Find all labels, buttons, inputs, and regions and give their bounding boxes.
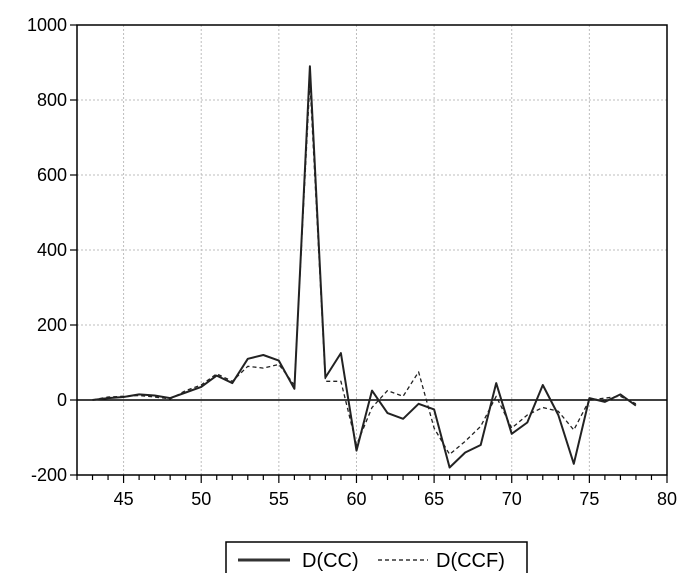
legend-box [225, 541, 528, 573]
y-tick-label-1000: 1000 [27, 15, 67, 35]
series-line-dcc [92, 65, 637, 469]
x-tick-label-80: 80 [657, 489, 677, 509]
y-axis-tick-labels: -200 0 200 400 600 800 1000 [27, 15, 67, 485]
x-tick-label-60: 60 [346, 489, 366, 509]
y-tick-label--200: -200 [31, 465, 67, 485]
legend-label-dccf: D(CCF) [436, 550, 505, 572]
x-axis-tick-labels: 45 50 55 60 65 70 75 80 [114, 489, 677, 509]
y-tick-label-800: 800 [37, 90, 67, 110]
series-lines [92, 65, 637, 469]
y-tick-label-0: 0 [57, 390, 67, 410]
x-tick-label-50: 50 [191, 489, 211, 509]
y-tick-label-200: 200 [37, 315, 67, 335]
x-tick-label-70: 70 [502, 489, 522, 509]
legend-label-dcc: D(CC) [302, 550, 359, 572]
x-tick-label-45: 45 [114, 489, 134, 509]
axis-ticks [70, 24, 668, 483]
y-tick-label-400: 400 [37, 240, 67, 260]
x-tick-label-65: 65 [424, 489, 444, 509]
grid-lines [77, 25, 667, 475]
y-tick-label-600: 600 [37, 165, 67, 185]
series-line-dccf [92, 80, 637, 456]
x-tick-label-55: 55 [269, 489, 289, 509]
legend: D(CC) D(CCF) [225, 541, 528, 573]
x-tick-label-75: 75 [579, 489, 599, 509]
